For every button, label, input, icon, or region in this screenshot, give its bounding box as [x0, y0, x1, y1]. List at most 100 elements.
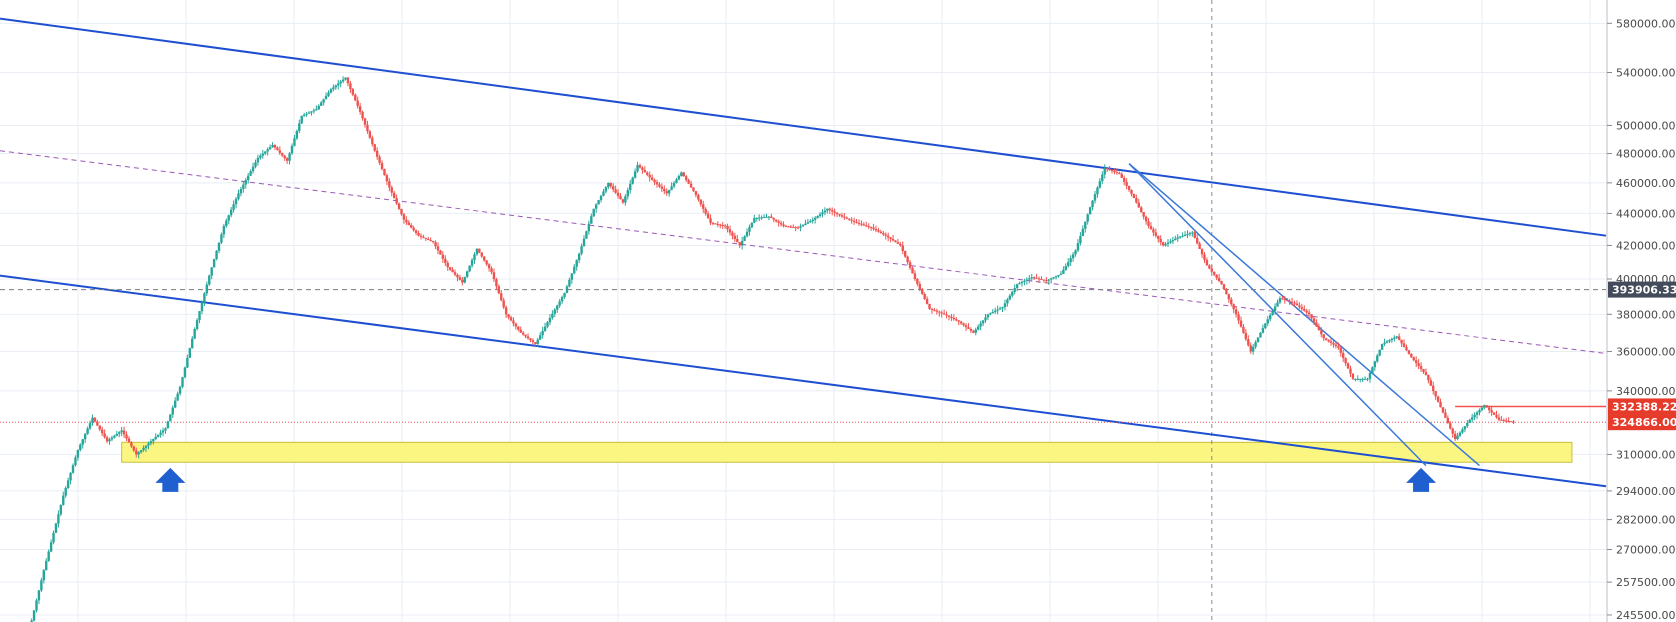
- candle-body: [1402, 343, 1406, 347]
- candle-body: [721, 225, 724, 227]
- candle-body: [1485, 405, 1488, 408]
- candle-body: [1137, 202, 1140, 208]
- candle-body: [792, 226, 795, 228]
- candle-body: [1208, 265, 1211, 269]
- candle-body: [244, 180, 247, 185]
- price-tag: [1608, 398, 1676, 415]
- candle-body: [799, 226, 802, 228]
- candle-body: [105, 437, 109, 442]
- candle-body: [643, 170, 647, 173]
- candle-body: [1468, 419, 1471, 424]
- y-tick-label: 282000.00: [1616, 514, 1676, 527]
- candle-body: [32, 610, 36, 621]
- candle-body: [1424, 371, 1428, 375]
- candle-body: [646, 172, 649, 175]
- candle-body: [877, 230, 880, 232]
- candle-body: [478, 248, 481, 253]
- candle-body: [229, 209, 233, 216]
- candle-body: [139, 450, 143, 453]
- candle-body: [991, 311, 994, 314]
- candle-body: [758, 217, 761, 219]
- candle-body: [1161, 242, 1165, 246]
- candle-body: [753, 218, 756, 223]
- candle-body: [833, 211, 836, 213]
- candle-body: [1237, 314, 1240, 321]
- candle-body: [463, 276, 466, 283]
- candle-body: [127, 438, 131, 443]
- candle-body: [1013, 288, 1016, 292]
- candle-body: [1307, 312, 1311, 315]
- candle-body: [1320, 330, 1323, 335]
- candle-body: [461, 279, 464, 283]
- candle-body: [1351, 373, 1355, 379]
- candle-body: [597, 200, 600, 205]
- candle-body: [439, 250, 442, 255]
- candle-body: [497, 286, 501, 294]
- candle-body: [745, 231, 749, 237]
- candle-body: [570, 273, 574, 280]
- candle-body: [989, 313, 992, 315]
- candle-body: [1096, 187, 1099, 195]
- candle-body: [575, 260, 578, 267]
- candle-body: [171, 407, 174, 415]
- candle-body: [590, 216, 593, 224]
- candle-body: [293, 138, 296, 146]
- candle-body: [908, 262, 912, 268]
- price-axis[interactable]: 580000.00 540000.00 500000.00 480000.00 4600…: [1606, 0, 1676, 622]
- candle-body: [322, 99, 325, 103]
- candle-body: [1266, 319, 1269, 324]
- candle-body: [1205, 259, 1209, 266]
- candle-body: [247, 175, 250, 181]
- candle-body: [276, 147, 279, 151]
- candle-body: [977, 326, 980, 330]
- candle-body: [446, 262, 449, 268]
- candle-body: [132, 446, 136, 451]
- candle-body: [130, 442, 133, 447]
- candle-body: [142, 447, 145, 451]
- candle-body: [1492, 412, 1496, 415]
- candle-body: [509, 317, 513, 321]
- candle-body: [962, 323, 965, 326]
- candle-body: [1120, 173, 1123, 178]
- candle-body: [1067, 262, 1070, 267]
- candle-body: [383, 169, 386, 176]
- candle-body: [1505, 420, 1508, 422]
- price-tag-label: 393906.33: [1612, 284, 1676, 297]
- candle-body: [1337, 346, 1340, 348]
- candle-body: [1502, 420, 1505, 422]
- candle-body: [378, 156, 381, 163]
- candle-body: [1030, 277, 1033, 279]
- candle-body: [1346, 363, 1350, 369]
- candle-body: [512, 320, 515, 324]
- candle-body: [237, 193, 240, 199]
- candle-body: [585, 231, 588, 239]
- candle-body: [1200, 248, 1204, 255]
- candle-body: [453, 272, 457, 275]
- candle-body: [45, 560, 48, 571]
- candle-body: [823, 210, 827, 213]
- candle-body: [1028, 278, 1031, 280]
- candle-body: [594, 204, 598, 209]
- candle-body: [375, 150, 379, 157]
- median-dashed-line: [0, 150, 1607, 354]
- candle-body: [254, 162, 257, 167]
- candle-body: [358, 106, 362, 112]
- candle-body: [835, 212, 839, 214]
- candle-body: [702, 204, 705, 209]
- trendlines: [0, 0, 1607, 622]
- candle-body: [1281, 298, 1284, 300]
- candle-body: [680, 172, 683, 176]
- candle-body: [366, 124, 369, 132]
- candle-body: [1213, 271, 1216, 275]
- candle-body: [1427, 374, 1430, 381]
- candle-body: [852, 220, 856, 222]
- candle-body: [1023, 280, 1026, 282]
- candle-body: [1152, 229, 1155, 233]
- candle-body: [337, 83, 340, 86]
- candle-body: [1278, 298, 1282, 303]
- candle-body: [161, 430, 165, 433]
- candle-body: [487, 264, 491, 269]
- candle-body: [855, 221, 858, 223]
- candle-body: [738, 242, 741, 246]
